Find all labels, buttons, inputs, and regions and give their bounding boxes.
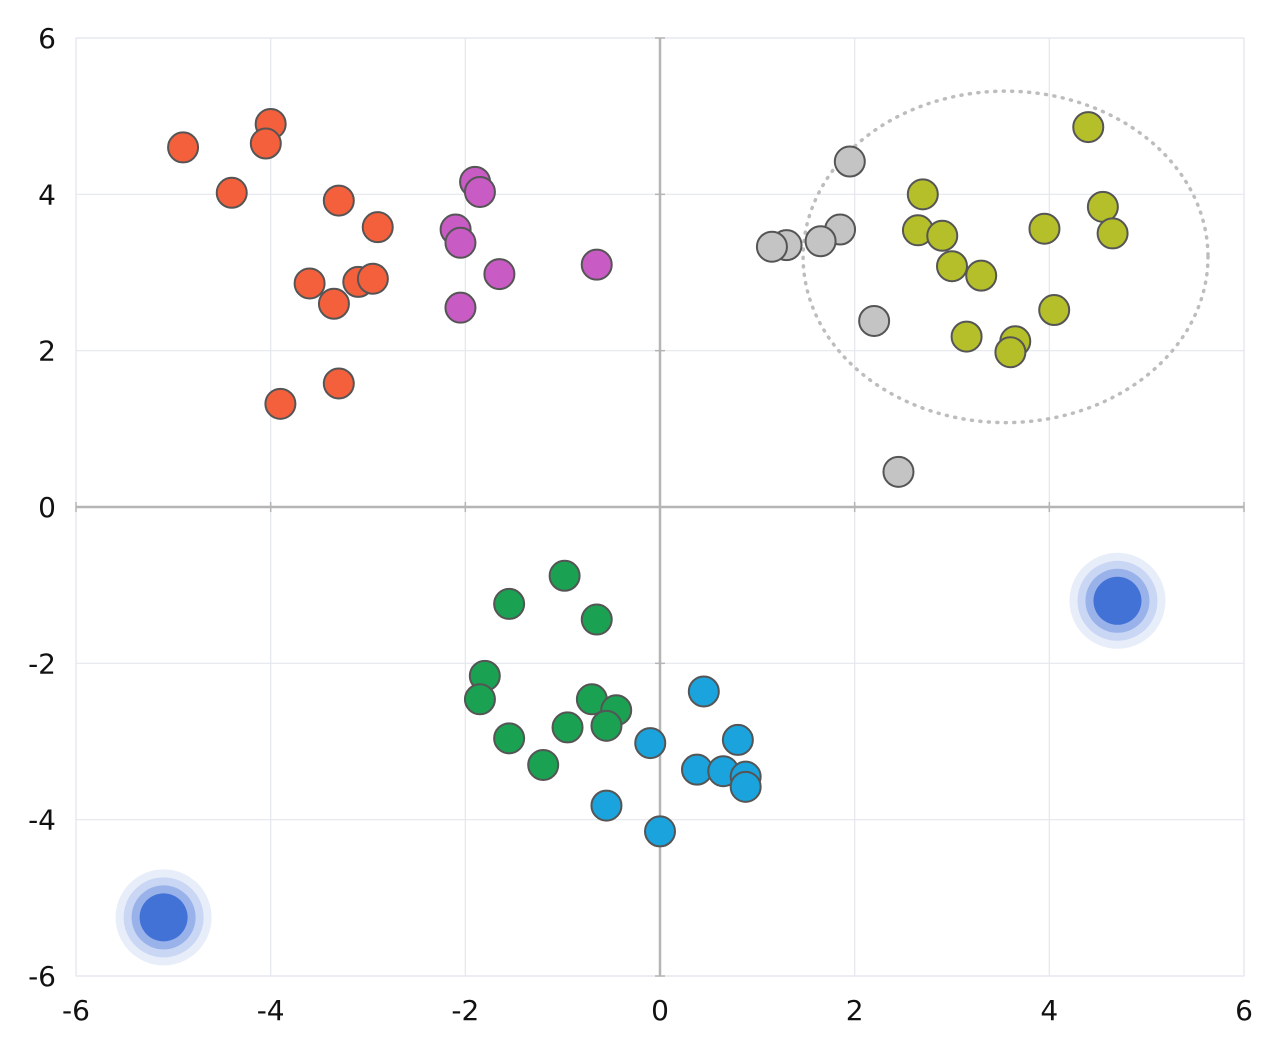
- centroid-marker: [115, 869, 212, 966]
- data-point: [551, 711, 584, 744]
- highlight-ellipse: [801, 89, 1210, 425]
- data-point: [926, 219, 959, 252]
- data-point: [580, 603, 613, 636]
- y-tick-label: -4: [28, 804, 56, 837]
- data-point: [356, 262, 389, 295]
- data-point: [293, 267, 326, 300]
- data-point: [361, 211, 394, 244]
- data-point: [548, 559, 581, 592]
- x-tick-label: 6: [1235, 994, 1253, 1027]
- data-point: [634, 727, 667, 760]
- data-point: [463, 175, 496, 208]
- data-point: [906, 178, 939, 211]
- x-tick-label: 0: [651, 994, 669, 1027]
- data-point: [994, 336, 1027, 369]
- y-tick-label: -2: [28, 647, 56, 680]
- y-tick-label: 0: [38, 491, 56, 524]
- data-point: [858, 304, 891, 337]
- data-point: [580, 248, 613, 281]
- x-tick-label: -2: [451, 994, 479, 1027]
- data-point: [167, 131, 200, 164]
- x-tick-label: -4: [257, 994, 285, 1027]
- centroid-core: [139, 893, 188, 942]
- y-tick-label: -6: [28, 960, 56, 993]
- y-tick-label: 4: [38, 178, 56, 211]
- x-tick-label: 4: [1040, 994, 1058, 1027]
- data-points: [167, 107, 1129, 848]
- data-point: [882, 455, 915, 488]
- centroid-core: [1093, 576, 1142, 625]
- data-point: [1086, 190, 1119, 223]
- data-point: [936, 250, 968, 283]
- centroid-marker: [1069, 552, 1166, 649]
- data-point: [215, 176, 248, 209]
- y-tick-label: 2: [38, 335, 56, 368]
- x-tick-label: 2: [846, 994, 864, 1027]
- data-point: [965, 259, 998, 292]
- data-point: [493, 587, 526, 620]
- data-point: [1096, 217, 1129, 250]
- data-point: [527, 748, 560, 781]
- data-point: [444, 291, 477, 324]
- data-point: [804, 225, 837, 258]
- data-point: [444, 226, 477, 259]
- centroids: [115, 552, 1166, 966]
- cluster-highlight: [801, 89, 1210, 425]
- data-point: [590, 789, 623, 822]
- data-point: [833, 145, 866, 178]
- data-point: [1072, 111, 1105, 144]
- data-point: [644, 815, 676, 848]
- data-point: [950, 320, 983, 353]
- data-point: [317, 287, 350, 320]
- data-point: [1028, 212, 1061, 245]
- data-point: [493, 722, 526, 755]
- tick-labels: -6 -4 -2 0 2 4 6 6 4 2 0 -2 -4 -6: [28, 22, 1253, 1027]
- data-point: [249, 127, 282, 160]
- data-point: [1038, 294, 1071, 327]
- data-point: [483, 258, 516, 291]
- x-tick-label: -6: [62, 994, 90, 1027]
- data-point: [729, 770, 762, 803]
- data-point: [755, 230, 788, 263]
- data-point: [590, 709, 623, 742]
- data-point: [721, 723, 754, 756]
- data-point: [322, 184, 355, 217]
- data-point: [264, 387, 297, 420]
- data-point: [687, 675, 720, 708]
- data-point: [322, 367, 355, 400]
- y-tick-label: 6: [38, 22, 56, 55]
- data-point: [463, 683, 496, 716]
